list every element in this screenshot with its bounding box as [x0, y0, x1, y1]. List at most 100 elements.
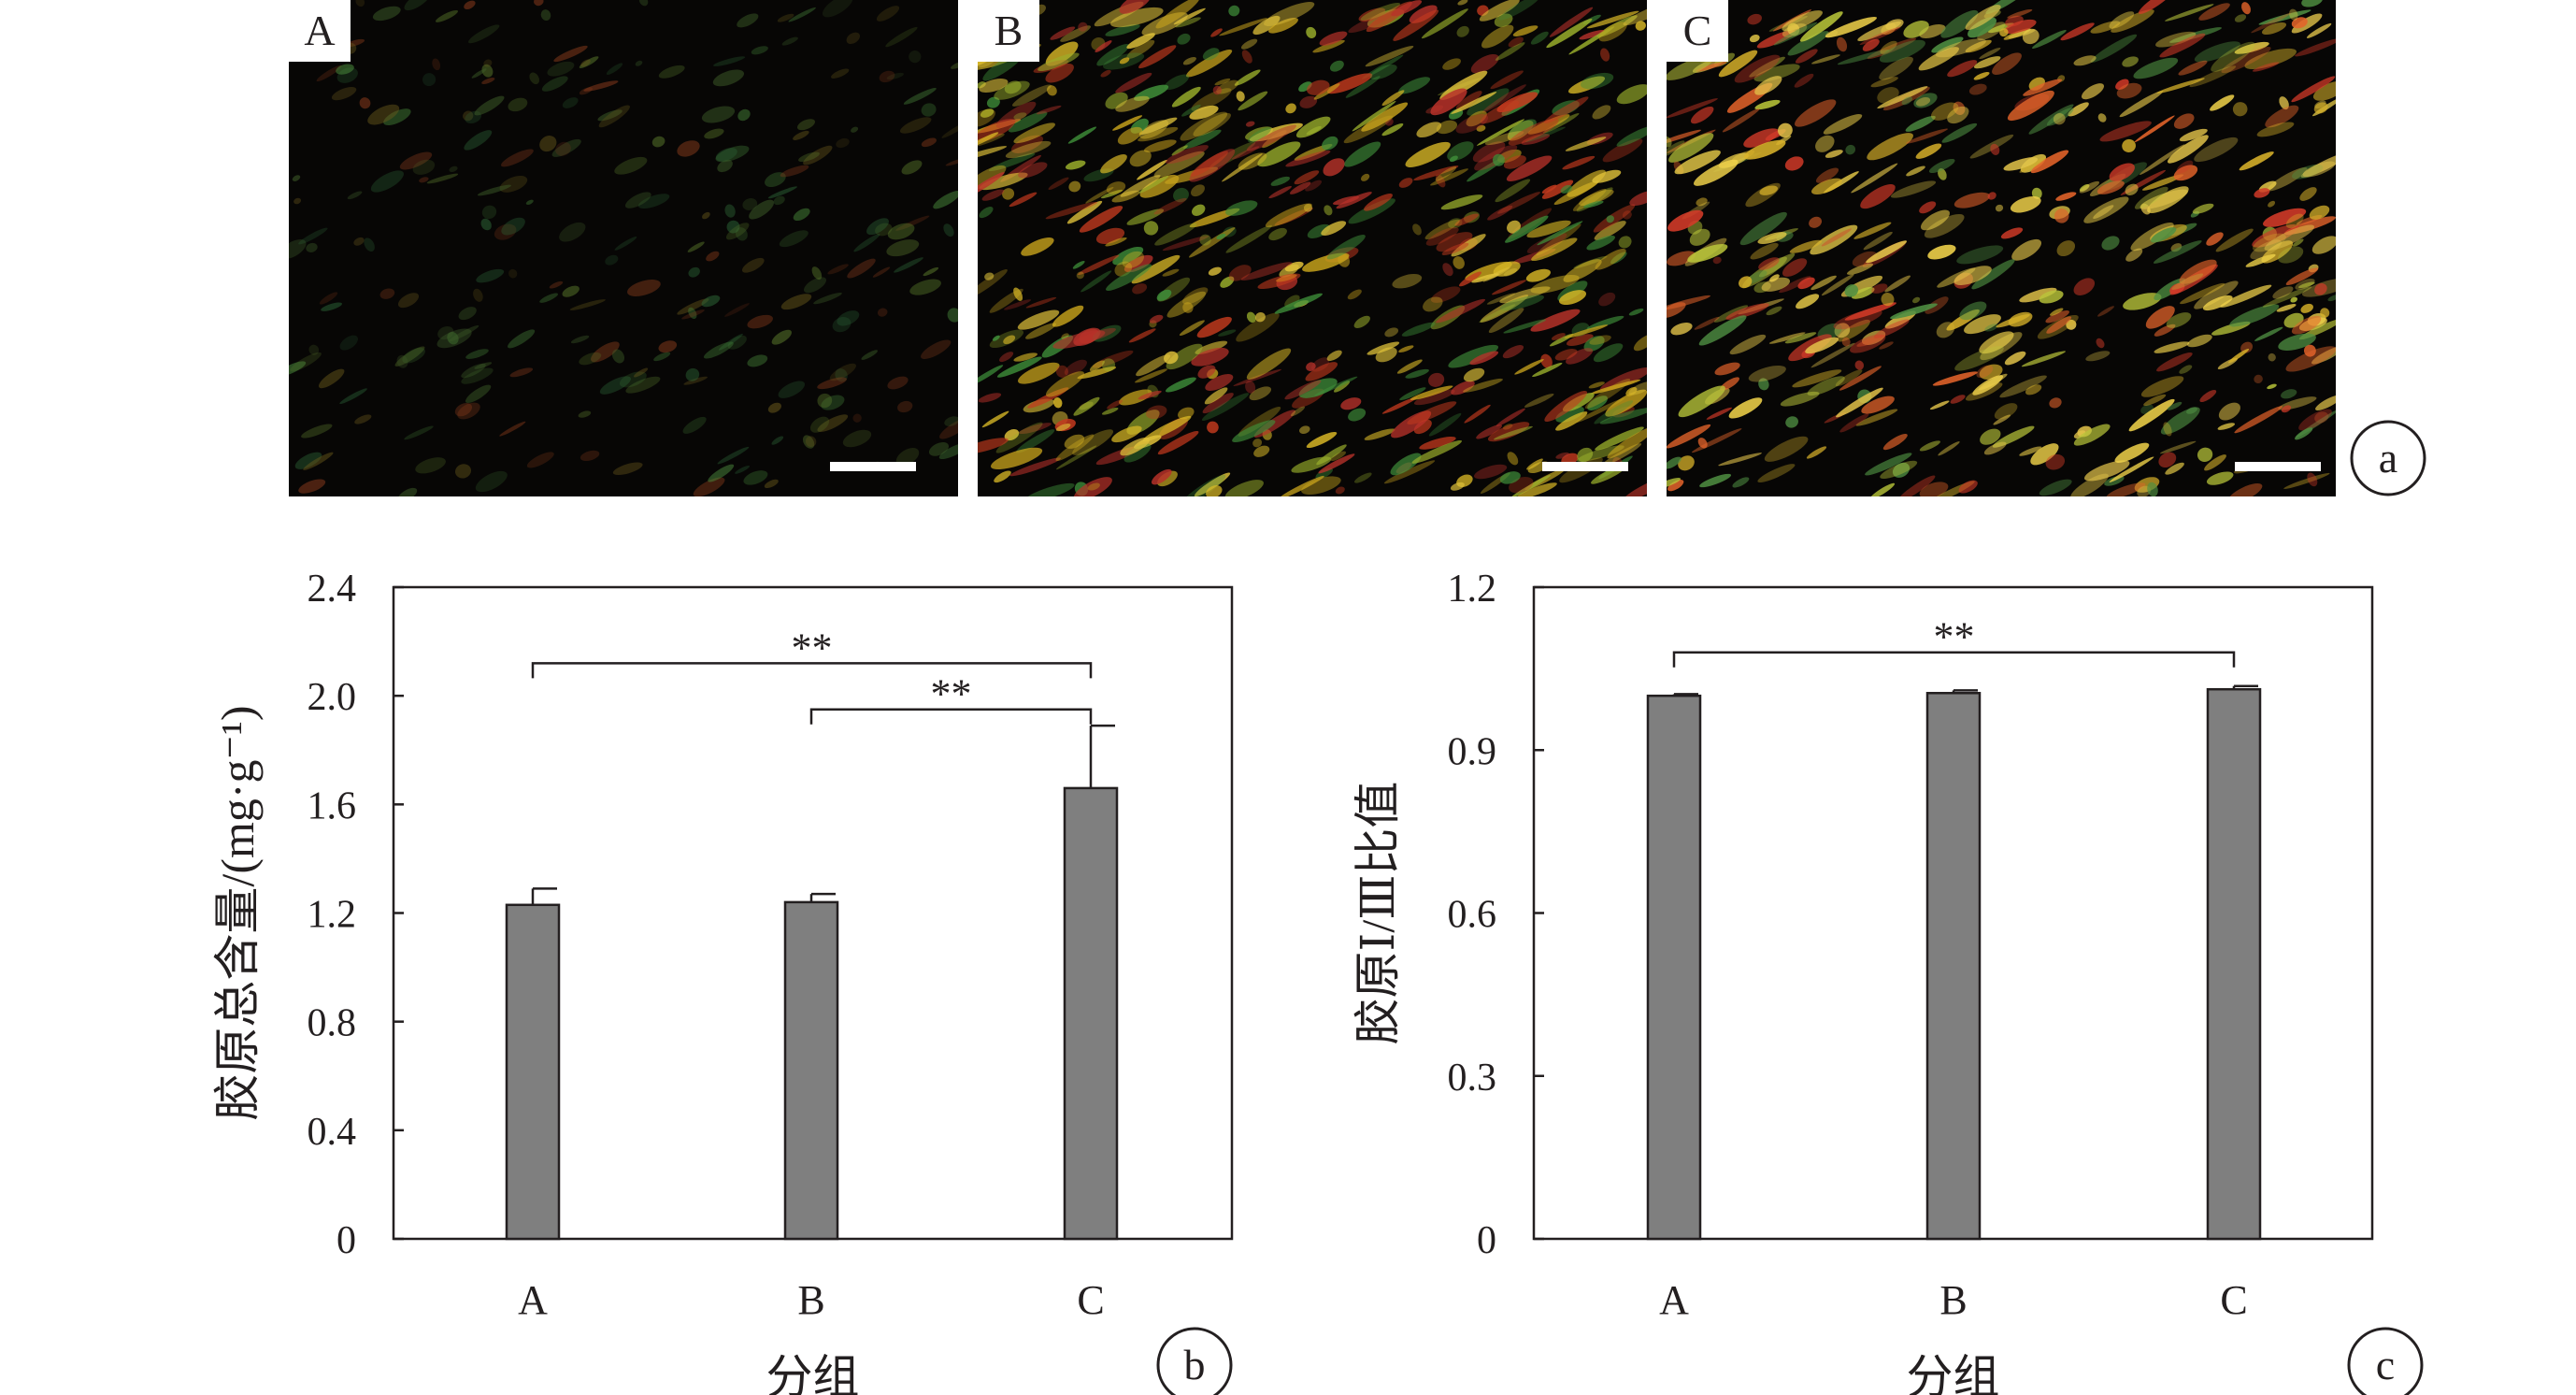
fiber-mark [1153, 151, 1205, 178]
fiber-mark [1207, 421, 1219, 434]
micrograph-label-c: C [1667, 0, 1728, 62]
fiber-mark [2167, 135, 2209, 164]
fiber-mark [1318, 453, 1355, 474]
fiber-mark [978, 165, 1007, 191]
fiber-mark [2268, 200, 2276, 208]
fiber-mark [1123, 254, 1153, 273]
fiber-mark [1953, 266, 1992, 285]
fiber-mark [1748, 365, 1786, 382]
bar-C [2206, 687, 2262, 1241]
fiber-mark [701, 106, 736, 123]
fiber-mark [1017, 309, 1060, 330]
fiber-mark [1815, 135, 1835, 152]
fiber-mark [1499, 286, 1551, 304]
fiber-mark [2297, 281, 2315, 289]
fiber-mark [1143, 221, 1159, 236]
fiber-mark [1398, 345, 1414, 352]
fiber-mark [1112, 115, 1143, 131]
fiber-mark [1409, 5, 1438, 23]
fiber-mark [1546, 18, 1593, 49]
fiber-mark [2109, 456, 2154, 482]
fiber-mark [2295, 427, 2313, 440]
fiber-mark [1179, 320, 1205, 336]
fiber-mark [298, 479, 326, 494]
fiber-mark [979, 78, 1009, 93]
fiber-mark [2229, 304, 2280, 327]
fiber-mark [397, 293, 420, 309]
fiber-mark [1554, 349, 1578, 361]
fiber-mark [817, 414, 849, 432]
fiber-mark [471, 68, 487, 79]
fiber-mark [923, 266, 939, 277]
fiber-mark [2267, 166, 2308, 192]
fiber-mark [1927, 244, 1956, 260]
fiber-mark [1480, 295, 1529, 323]
fiber-mark [1131, 254, 1181, 284]
fiber-mark [1758, 257, 1780, 270]
fiber-mark [703, 341, 734, 359]
x-tick-label: A [1659, 1277, 1689, 1323]
fiber-mark [1579, 30, 1605, 40]
fiber-mark [2019, 287, 2057, 303]
fiber-mark [1045, 201, 1098, 220]
fiber-mark [1435, 166, 1457, 181]
fiber-mark [480, 218, 492, 231]
fiber-mark [1436, 120, 1458, 135]
fiber-mark [1983, 441, 2007, 455]
fiber-mark [1481, 84, 1526, 113]
fiber-mark [1668, 133, 1714, 163]
fiber-mark [771, 436, 784, 445]
fiber-mark [1605, 389, 1647, 417]
fiber-mark [508, 329, 536, 349]
fiber-mark [1073, 396, 1100, 416]
fiber-mark [1126, 209, 1165, 225]
fiber-mark [2268, 352, 2276, 362]
fiber-mark [2187, 334, 2212, 348]
fiber-mark [1364, 428, 1395, 440]
fiber-mark [1447, 141, 1474, 161]
fiber-mark [2004, 19, 2037, 35]
fiber-mark [796, 119, 816, 131]
fiber-mark [1579, 189, 1614, 207]
fiber-mark [1128, 328, 1156, 343]
fiber-mark [1151, 468, 1172, 485]
fiber-mark [364, 237, 375, 252]
fiber-mark [1023, 482, 1075, 496]
fiber-mark [1451, 381, 1475, 395]
fiber-mark [1344, 141, 1381, 167]
fiber-mark [1810, 275, 1837, 291]
fiber-mark [1537, 221, 1583, 246]
fiber-mark [1025, 323, 1056, 339]
fiber-mark [1855, 409, 1898, 426]
fiber-mark [1777, 122, 1793, 138]
fiber-mark [1919, 440, 1940, 452]
fiber-mark [1757, 464, 1796, 483]
fiber-mark [1307, 223, 1331, 238]
fiber-mark [2096, 338, 2105, 349]
fiber-mark [1202, 48, 1220, 61]
fiber-mark [1499, 471, 1521, 484]
fiber-mark [1851, 163, 1898, 194]
fiber-mark [1919, 482, 1949, 496]
bar-A [505, 903, 561, 1241]
fiber-mark [1383, 460, 1436, 484]
fiber-mark [1931, 36, 1964, 53]
y-tick-label: 1.2 [308, 894, 357, 937]
fiber-mark [765, 172, 786, 188]
fiber-mark [2021, 351, 2066, 367]
fiber-mark [359, 97, 371, 109]
fiber-mark [2073, 55, 2097, 66]
fiber-mark [1825, 16, 1877, 38]
fiber-mark [1455, 114, 1489, 134]
fiber-mark [2240, 341, 2254, 353]
fiber-mark [569, 299, 606, 310]
fiber-mark [978, 393, 1002, 403]
fiber-mark [994, 470, 1011, 483]
fiber-mark [991, 447, 1043, 470]
fiber-mark [289, 361, 307, 377]
fiber-mark [2306, 22, 2332, 38]
micrograph-a: A [289, 0, 958, 496]
fiber-mark [2109, 163, 2135, 181]
fiber-mark [1971, 259, 2015, 290]
fiber-mark [1972, 375, 2004, 395]
